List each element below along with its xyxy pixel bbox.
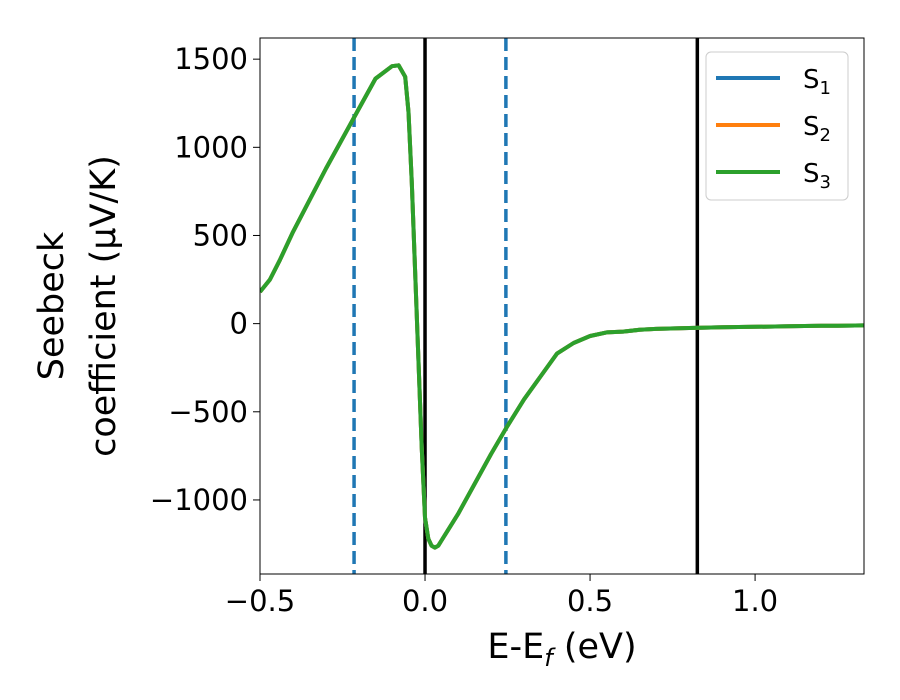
x-tick-label-1: 0.0 (402, 584, 448, 618)
legend-label-S3: S3 (803, 159, 831, 193)
x-tick-label-0: −0.5 (225, 584, 295, 618)
y-tick-label-3: 500 (193, 218, 248, 252)
y-axis-label-line1: Seebeck (32, 231, 72, 380)
y-axis-label-line2: coefficient (μV/K) (84, 155, 124, 457)
series-lines (260, 63, 864, 550)
y-axis-ticks: −1000 −500 0 500 1000 1500 (150, 42, 260, 517)
legend-label-subscript: 3 (820, 172, 831, 193)
legend-label-subscript: 1 (820, 78, 831, 99)
plot-frame (259, 37, 865, 575)
y-tick-label-1: −500 (168, 395, 248, 429)
y-tick-label-5: 1500 (174, 42, 248, 76)
y-tick-label-2: 0 (230, 307, 248, 341)
x-tick-label-2: 0.5 (567, 584, 613, 618)
x-axis-ticks: −0.5 0.0 0.5 1.0 (225, 574, 778, 618)
x-axis-label: E-Ef (eV) (487, 627, 636, 672)
y-tick-label-0: −1000 (150, 483, 248, 517)
x-axis-label-unit: (eV) (553, 627, 637, 667)
series-line-S3 (260, 63, 864, 550)
legend-label-subscript: 2 (820, 125, 831, 146)
y-tick-label-4: 1000 (174, 130, 248, 164)
reference-lines (352, 38, 700, 574)
x-tick-label-3: 1.0 (732, 584, 778, 618)
